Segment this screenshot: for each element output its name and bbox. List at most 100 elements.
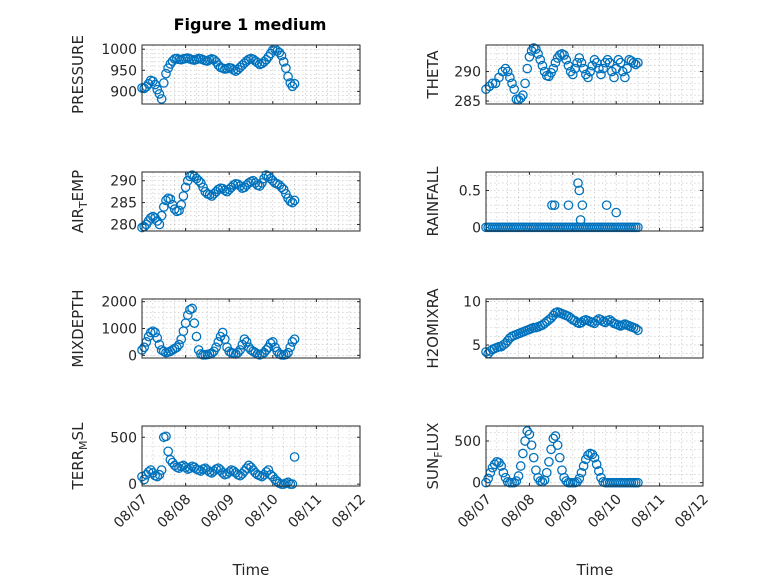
data-point — [533, 48, 543, 59]
data-point — [285, 196, 296, 207]
panel-air-t-emp: 280 285 290 AIRTEMP — [69, 170, 361, 233]
data-point — [550, 57, 561, 68]
data-point — [633, 57, 643, 68]
panel-terr-m-sl: 0 500 TERRMSL 08/07 08/08 08/09 08/10 08/11 08/1… — [69, 422, 369, 531]
data-point — [522, 63, 533, 74]
data-point — [161, 431, 171, 442]
data-point — [573, 178, 583, 188]
data-point — [182, 310, 193, 320]
data-point — [274, 47, 285, 58]
data-point — [547, 200, 557, 211]
data-point — [154, 89, 165, 99]
data-point — [187, 303, 197, 314]
data-point — [289, 195, 300, 206]
panel-theta: 285 290 THETA — [424, 43, 704, 110]
data-point — [185, 304, 195, 315]
data-point — [154, 469, 165, 480]
data-point — [156, 465, 167, 475]
data-point — [567, 69, 578, 80]
y-tick-label: 290 — [454, 65, 481, 81]
data-point — [633, 477, 643, 488]
data-point — [524, 429, 535, 440]
data-point — [267, 337, 278, 347]
data-point — [150, 327, 160, 338]
panel-rainfall: 0 0.5 RAINFALL — [424, 166, 704, 236]
axes-frame — [485, 298, 704, 359]
data-point — [161, 195, 171, 206]
data-point — [287, 197, 298, 208]
data-point — [518, 90, 528, 101]
data-point — [487, 78, 498, 89]
data-point — [500, 63, 511, 74]
figure-title: Figure 1 medium — [174, 15, 327, 34]
y-tick-label: 2000 — [101, 295, 137, 311]
y-tick-label: 0 — [472, 476, 481, 492]
data-point — [604, 57, 615, 68]
y-tick-label: 500 — [454, 434, 481, 450]
data-point — [600, 57, 611, 68]
data-point — [554, 50, 565, 60]
data-point — [578, 461, 589, 471]
data-point — [574, 53, 585, 63]
data-point — [213, 184, 224, 195]
data-point — [613, 54, 624, 65]
y-tick-label: 1000 — [101, 322, 137, 338]
data-point — [498, 467, 509, 478]
y-tick-label: 1000 — [101, 42, 137, 58]
data-point — [252, 57, 263, 68]
data-point — [278, 57, 289, 67]
data-point — [507, 78, 517, 89]
x-tick-label: 08/08 — [498, 492, 538, 532]
data-point — [550, 431, 561, 441]
y-axis-label: PRESSURE — [69, 35, 87, 114]
y-tick-label: 285 — [110, 196, 137, 212]
y-tick-label: 0 — [128, 477, 137, 493]
data-point — [497, 66, 508, 77]
data-point — [283, 71, 293, 82]
data-point — [263, 465, 274, 475]
data-point — [213, 337, 224, 347]
data-point — [609, 72, 619, 83]
data-point — [289, 78, 300, 89]
data-point — [630, 323, 641, 334]
data-point — [287, 479, 298, 489]
data-point — [537, 60, 548, 71]
data-point — [515, 461, 526, 471]
data-point — [593, 63, 604, 74]
y-tick-label: 0 — [472, 220, 481, 236]
data-point — [528, 452, 539, 463]
data-point — [585, 66, 596, 77]
data-point — [611, 207, 622, 218]
axes-frame — [141, 298, 361, 359]
data-point — [174, 205, 184, 216]
data-point — [152, 333, 163, 343]
axes-frame — [485, 171, 704, 232]
data-point — [261, 345, 272, 355]
data-point — [502, 66, 513, 77]
data-point — [615, 57, 626, 68]
y-tick-label: 900 — [110, 84, 137, 100]
data-point — [509, 477, 520, 488]
data-point — [235, 345, 245, 355]
data-point — [489, 459, 500, 470]
y-axis-label: H2OMIXRA — [424, 288, 442, 369]
data-point — [622, 63, 632, 74]
data-point — [563, 200, 574, 211]
data-point — [287, 81, 298, 92]
data-point — [541, 467, 552, 478]
data-point — [158, 202, 169, 212]
data-point — [630, 59, 641, 70]
data-point — [576, 467, 587, 478]
data-point — [535, 54, 546, 65]
data-point — [224, 467, 235, 477]
data-point — [276, 182, 287, 193]
y-axis-label: SUNFLUX — [424, 423, 445, 490]
data-point — [156, 210, 167, 221]
y-tick-label: 0 — [128, 348, 137, 364]
data-point — [583, 450, 593, 461]
panel-sun-f-lux: 0 500 SUNFLUX 08/07 08/08 08/09 08/10 08/11 08/1… — [424, 423, 712, 532]
y-tick-label: 10 — [463, 295, 481, 311]
data-point — [283, 347, 293, 358]
data-point — [544, 456, 554, 467]
data-point — [583, 72, 593, 83]
